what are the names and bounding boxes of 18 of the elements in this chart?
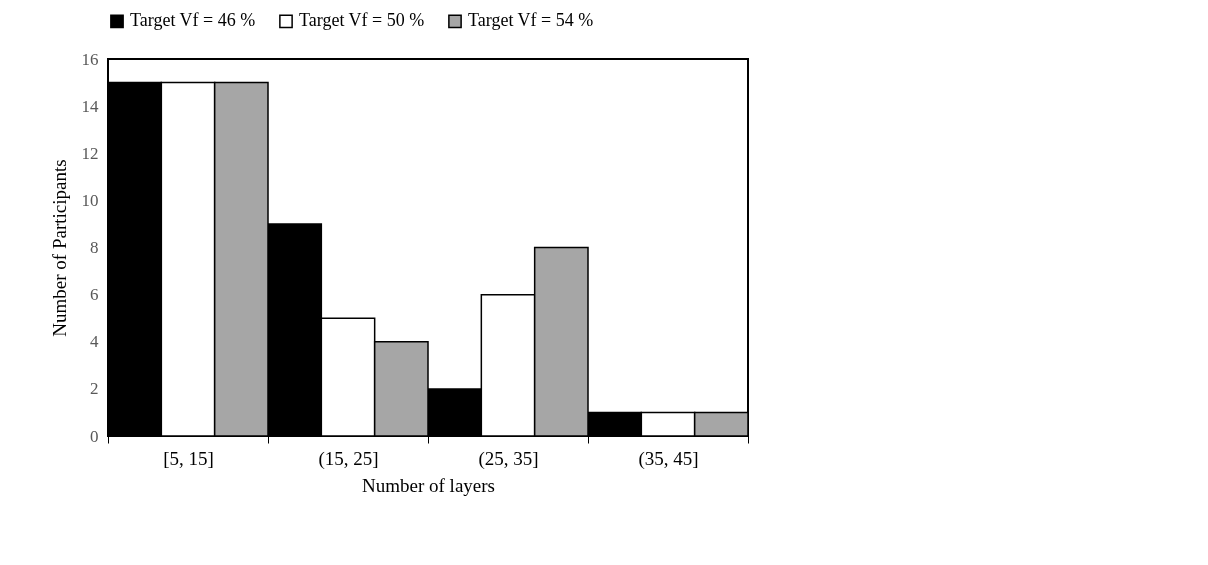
y-tick-label: 10 xyxy=(81,190,99,210)
legend-label: Target Vf = 54 % xyxy=(468,10,594,31)
y-tick-label: 12 xyxy=(81,143,99,163)
x-tick-label: [5, 15] xyxy=(163,447,214,469)
x-axis-title: Number of layers xyxy=(362,474,495,496)
y-tick-label: 16 xyxy=(81,49,99,69)
x-tick-label: (15, 25] xyxy=(318,447,379,470)
y-tick-label: 4 xyxy=(90,332,99,352)
y-axis-title: Number of Participants xyxy=(48,159,70,337)
y-tick-label: 6 xyxy=(90,285,99,305)
x-tick-label: (35, 45] xyxy=(638,447,699,470)
x-tick-label: (25, 35] xyxy=(478,447,539,470)
y-tick-label: 2 xyxy=(90,379,99,399)
y-tick-label: 8 xyxy=(90,238,99,257)
y-tick-label: 0 xyxy=(90,426,99,446)
legend-label: Target Vf = 46 % xyxy=(130,10,256,31)
legend-label: Target Vf = 50 % xyxy=(299,10,425,31)
y-tick-label: 14 xyxy=(81,96,99,116)
